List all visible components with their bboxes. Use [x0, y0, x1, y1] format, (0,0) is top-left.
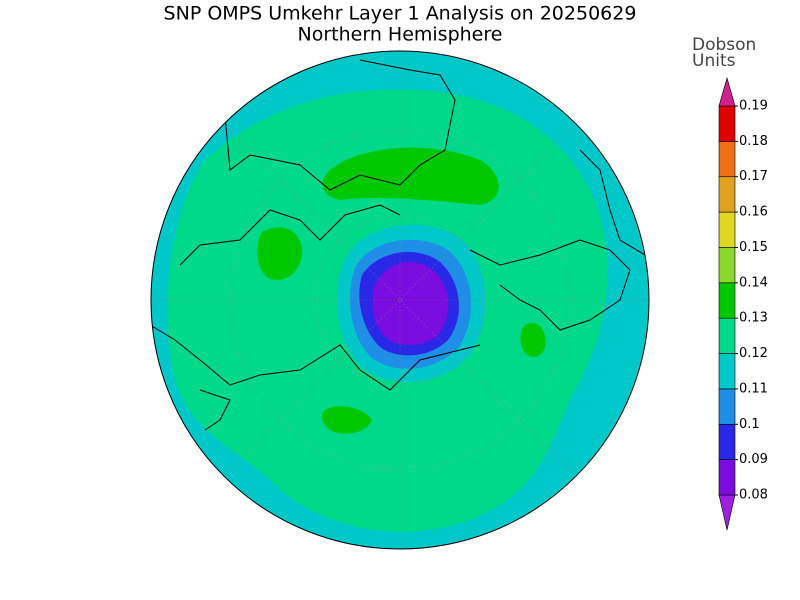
colorbar-tick-label: 0.18 [739, 134, 768, 149]
colorbar-segment [718, 388, 736, 425]
colorbar-label: Units [692, 51, 736, 71]
field-0.13 [520, 322, 546, 357]
colorbar-extend-high [718, 76, 736, 107]
colorbar-tick-label: 0.09 [739, 452, 768, 467]
field-0.13 [257, 227, 302, 280]
colorbar-segment [718, 141, 736, 178]
colorbar-segment [718, 105, 736, 142]
colorbar-tick-label: 0.19 [739, 99, 768, 114]
field-0.08 [372, 262, 449, 346]
colorbar-tick-label: 0.12 [739, 346, 768, 361]
colorbar-label: Dobson [692, 35, 756, 55]
colorbar-tick-label: 0.13 [739, 311, 768, 326]
colorbar-segment [718, 459, 736, 496]
colorbar-extend-low [718, 494, 736, 531]
colorbar-tick-label: 0.1 [739, 417, 760, 432]
polar-map [151, 51, 649, 549]
colorbar-segment [718, 423, 736, 460]
colorbar-tick-label: 0.08 [739, 488, 768, 503]
map-title: SNP OMPS Umkehr Layer 1 Analysis on 2025… [164, 3, 637, 25]
colorbar-segment [718, 211, 736, 248]
colorbar-tick-label: 0.16 [739, 205, 768, 220]
colorbar-tick-label: 0.15 [739, 240, 768, 255]
colorbar-segment [718, 247, 736, 284]
colorbar-segment [718, 353, 736, 390]
colorbar-segment [718, 317, 736, 354]
field-0.13 [322, 147, 499, 205]
colorbar-tick-label: 0.11 [739, 381, 768, 396]
map-border [150, 50, 650, 550]
map-subtitle: Northern Hemisphere [298, 24, 503, 46]
colorbar-segment [718, 176, 736, 213]
colorbar-segment [718, 282, 736, 319]
colorbar-tick-label: 0.14 [739, 275, 768, 290]
coastlines [151, 59, 646, 431]
colorbar-tick-label: 0.17 [739, 169, 768, 184]
graticule [151, 51, 649, 549]
field-0.13 [321, 406, 372, 434]
